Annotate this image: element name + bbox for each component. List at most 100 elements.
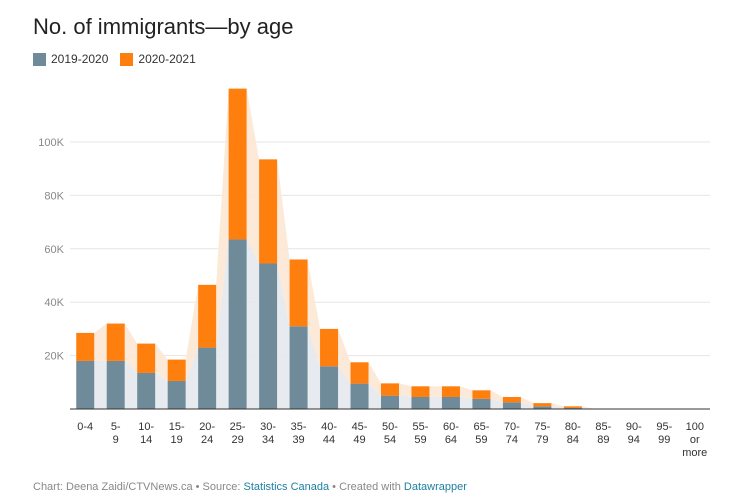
bar-2020-2021 xyxy=(137,343,156,373)
area-band-top xyxy=(368,362,381,396)
area-band-bottom xyxy=(124,360,138,409)
area-band-bottom xyxy=(94,360,107,409)
area-band-bottom xyxy=(307,326,321,409)
x-tick-label: 5-9 xyxy=(111,421,121,446)
area-band-top xyxy=(429,386,442,397)
area-band-top xyxy=(399,383,412,397)
area-band-bottom xyxy=(429,396,442,409)
x-tick-label: 90-94 xyxy=(626,421,642,446)
datawrapper-link[interactable]: Datawrapper xyxy=(403,481,467,493)
bar-2020-2021 xyxy=(533,403,552,407)
bar-chart: 20K 40K 60K 80K 100K 0-4 5-9 10-14 15-19 20-24 25-… xyxy=(38,88,710,459)
bar-2020-2021 xyxy=(381,383,399,396)
x-tick-label: 30-34 xyxy=(260,421,276,446)
footer: Chart: Deena Zaidi/CTVNews.ca • Source: … xyxy=(33,481,467,493)
area-band-top xyxy=(155,343,168,381)
bar-2019-2020 xyxy=(381,395,399,409)
bar-2020-2021 xyxy=(289,259,308,327)
x-tick-label: 85-89 xyxy=(595,421,611,446)
x-tick-label: 15-19 xyxy=(169,421,185,446)
y-tick-label: 20K xyxy=(44,351,64,363)
x-tick-label: 10-14 xyxy=(138,421,154,446)
bar-2019-2020 xyxy=(502,402,521,409)
x-tick-label: 35-39 xyxy=(291,421,307,446)
area-band-top xyxy=(459,386,473,399)
x-tick-label: 60-64 xyxy=(443,421,459,446)
footer-created: • Created with xyxy=(329,481,404,493)
area-band-top xyxy=(490,390,503,403)
area-band-top xyxy=(124,323,138,373)
area-band-top xyxy=(338,328,351,384)
bar-2020-2021 xyxy=(350,362,369,384)
area-band-bottom xyxy=(551,406,564,409)
bar-2020-2021 xyxy=(441,386,460,397)
y-tick-label: 100K xyxy=(38,137,64,149)
area-band-top xyxy=(94,323,107,361)
bar-2019-2020 xyxy=(259,263,278,409)
area-band-bottom xyxy=(490,398,503,409)
bar-2020-2021 xyxy=(502,396,521,403)
area-band-bottom xyxy=(216,239,229,409)
area-band-bottom xyxy=(399,395,412,409)
area-band-bottom xyxy=(338,366,351,409)
legend: 2019-2020 2020-2021 xyxy=(33,52,196,66)
bar-2020-2021 xyxy=(106,323,125,361)
x-tick-label: 0-4 xyxy=(77,421,93,433)
bar-2019-2020 xyxy=(167,380,186,409)
area-band-bottom xyxy=(277,263,290,409)
bar-2019-2020 xyxy=(320,366,339,409)
area-band-top xyxy=(307,259,321,367)
x-tick-label: 65-59 xyxy=(473,421,489,446)
area-band-top xyxy=(277,159,290,327)
x-tick-label: 80-84 xyxy=(565,421,581,446)
area-band-bottom xyxy=(185,347,199,409)
area-band-top xyxy=(520,396,534,407)
bar-2019-2020 xyxy=(76,360,95,409)
bar-2019-2020 xyxy=(411,396,430,409)
legend-label-2019-2020: 2019-2020 xyxy=(51,52,109,66)
bar-2019-2020 xyxy=(106,360,125,409)
bar-2020-2021 xyxy=(259,159,278,264)
chart-title: No. of immigrants—by age xyxy=(33,14,294,39)
area-band-top xyxy=(246,88,260,264)
area-band-top xyxy=(551,403,564,408)
bar-2019-2020 xyxy=(289,326,308,409)
x-tick-label: 40-44 xyxy=(321,421,337,446)
bar-2020-2021 xyxy=(320,328,339,367)
bar-2019-2020 xyxy=(441,396,460,409)
area-band-top xyxy=(581,406,595,409)
legend-item-2020-2021: 2020-2021 xyxy=(120,52,196,66)
bar-2020-2021 xyxy=(472,390,491,399)
footer-credit: Chart: Deena Zaidi/CTVNews.ca • Source: xyxy=(33,481,244,493)
bar-2020-2021 xyxy=(167,359,186,381)
legend-swatch-2019-2020 xyxy=(33,52,46,66)
x-tick-label: 45-49 xyxy=(352,421,368,446)
area-band-bottom xyxy=(246,239,260,409)
y-tick-label: 40K xyxy=(44,297,64,309)
x-tick-label: 70-74 xyxy=(504,421,520,446)
x-tick-label: 50-54 xyxy=(382,421,398,446)
area-band-bottom xyxy=(155,372,168,409)
legend-item-2019-2020: 2019-2020 xyxy=(33,52,108,66)
bar-2019-2020 xyxy=(198,347,217,409)
bar-2019-2020 xyxy=(563,407,582,409)
bar-2020-2021 xyxy=(228,88,247,240)
bar-2019-2020 xyxy=(533,406,552,409)
bar-2020-2021 xyxy=(76,332,95,361)
source-link[interactable]: Statistics Canada xyxy=(243,481,330,493)
bar-2020-2021 xyxy=(563,406,582,408)
area-band-top xyxy=(185,284,199,381)
x-tick-label: 75-79 xyxy=(534,421,550,446)
area-band-top xyxy=(216,88,229,348)
x-tick-label: 95-99 xyxy=(656,421,672,446)
x-tick-label: 100 or more xyxy=(682,421,707,459)
bar-2019-2020 xyxy=(228,239,247,409)
y-tick-label: 80K xyxy=(44,190,64,202)
bar-2020-2021 xyxy=(198,284,217,348)
bar-2019-2020 xyxy=(472,398,491,409)
bar-2020-2021 xyxy=(411,386,430,397)
area-band-bottom xyxy=(368,383,381,409)
y-tick-label: 60K xyxy=(44,244,64,256)
area-band-bottom xyxy=(520,402,534,409)
bar-2019-2020 xyxy=(137,372,156,409)
